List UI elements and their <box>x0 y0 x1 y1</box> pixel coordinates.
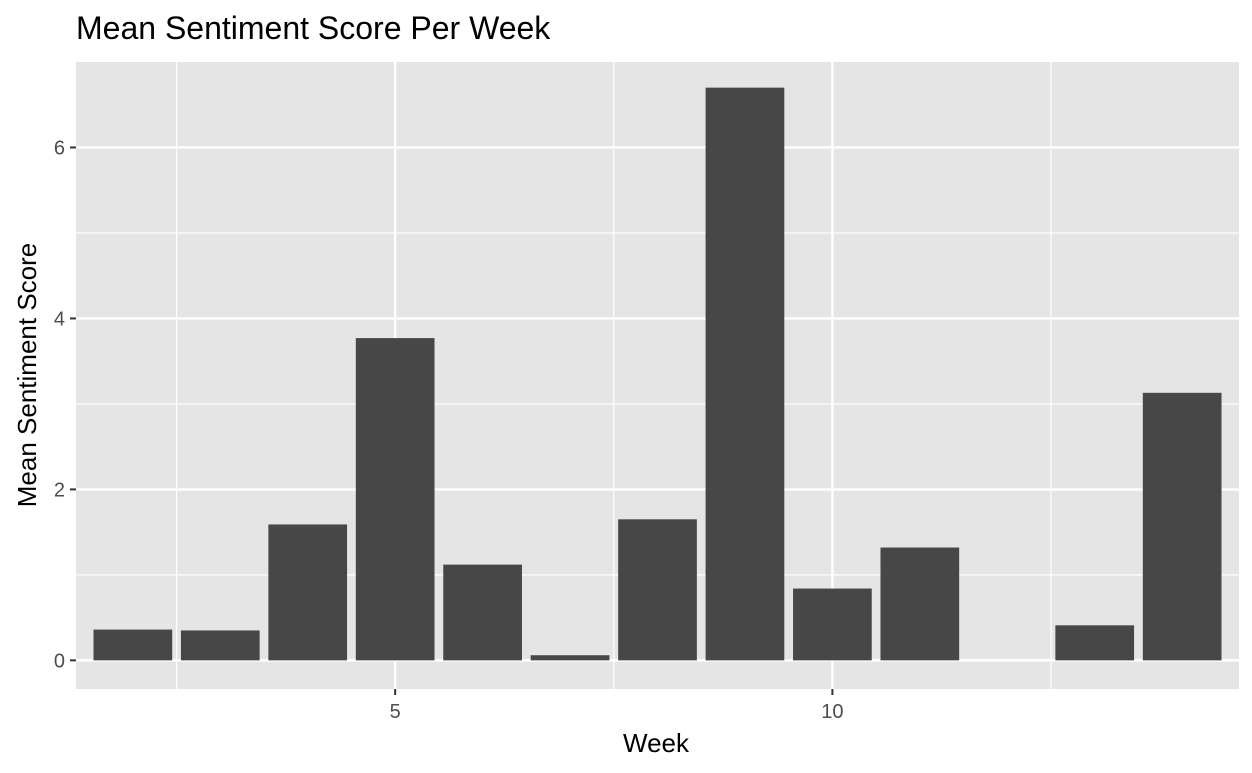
y-axis: 0 2 4 6 <box>54 137 76 672</box>
y-tick-label: 2 <box>54 479 65 501</box>
y-tick-label: 4 <box>54 308 65 330</box>
bar <box>268 524 348 661</box>
bar <box>530 655 610 661</box>
x-tick-label: 5 <box>390 701 401 723</box>
bar <box>180 630 260 661</box>
bar <box>705 87 785 661</box>
x-axis-title: Week <box>623 728 690 758</box>
x-tick-label: 10 <box>821 701 843 723</box>
bar <box>1055 625 1135 661</box>
y-tick-label: 6 <box>54 137 65 159</box>
chart-title: Mean Sentiment Score Per Week <box>76 10 551 46</box>
x-axis: 51015 <box>390 689 844 723</box>
bar <box>793 588 872 661</box>
bar <box>355 338 435 661</box>
bars <box>93 87 1222 661</box>
y-axis-title: Mean Sentiment Score <box>12 243 42 507</box>
bar <box>443 564 522 661</box>
bar <box>880 547 960 661</box>
bar <box>93 629 173 661</box>
bar <box>618 519 697 661</box>
bar <box>1142 392 1222 661</box>
y-tick-label: 0 <box>54 650 65 672</box>
